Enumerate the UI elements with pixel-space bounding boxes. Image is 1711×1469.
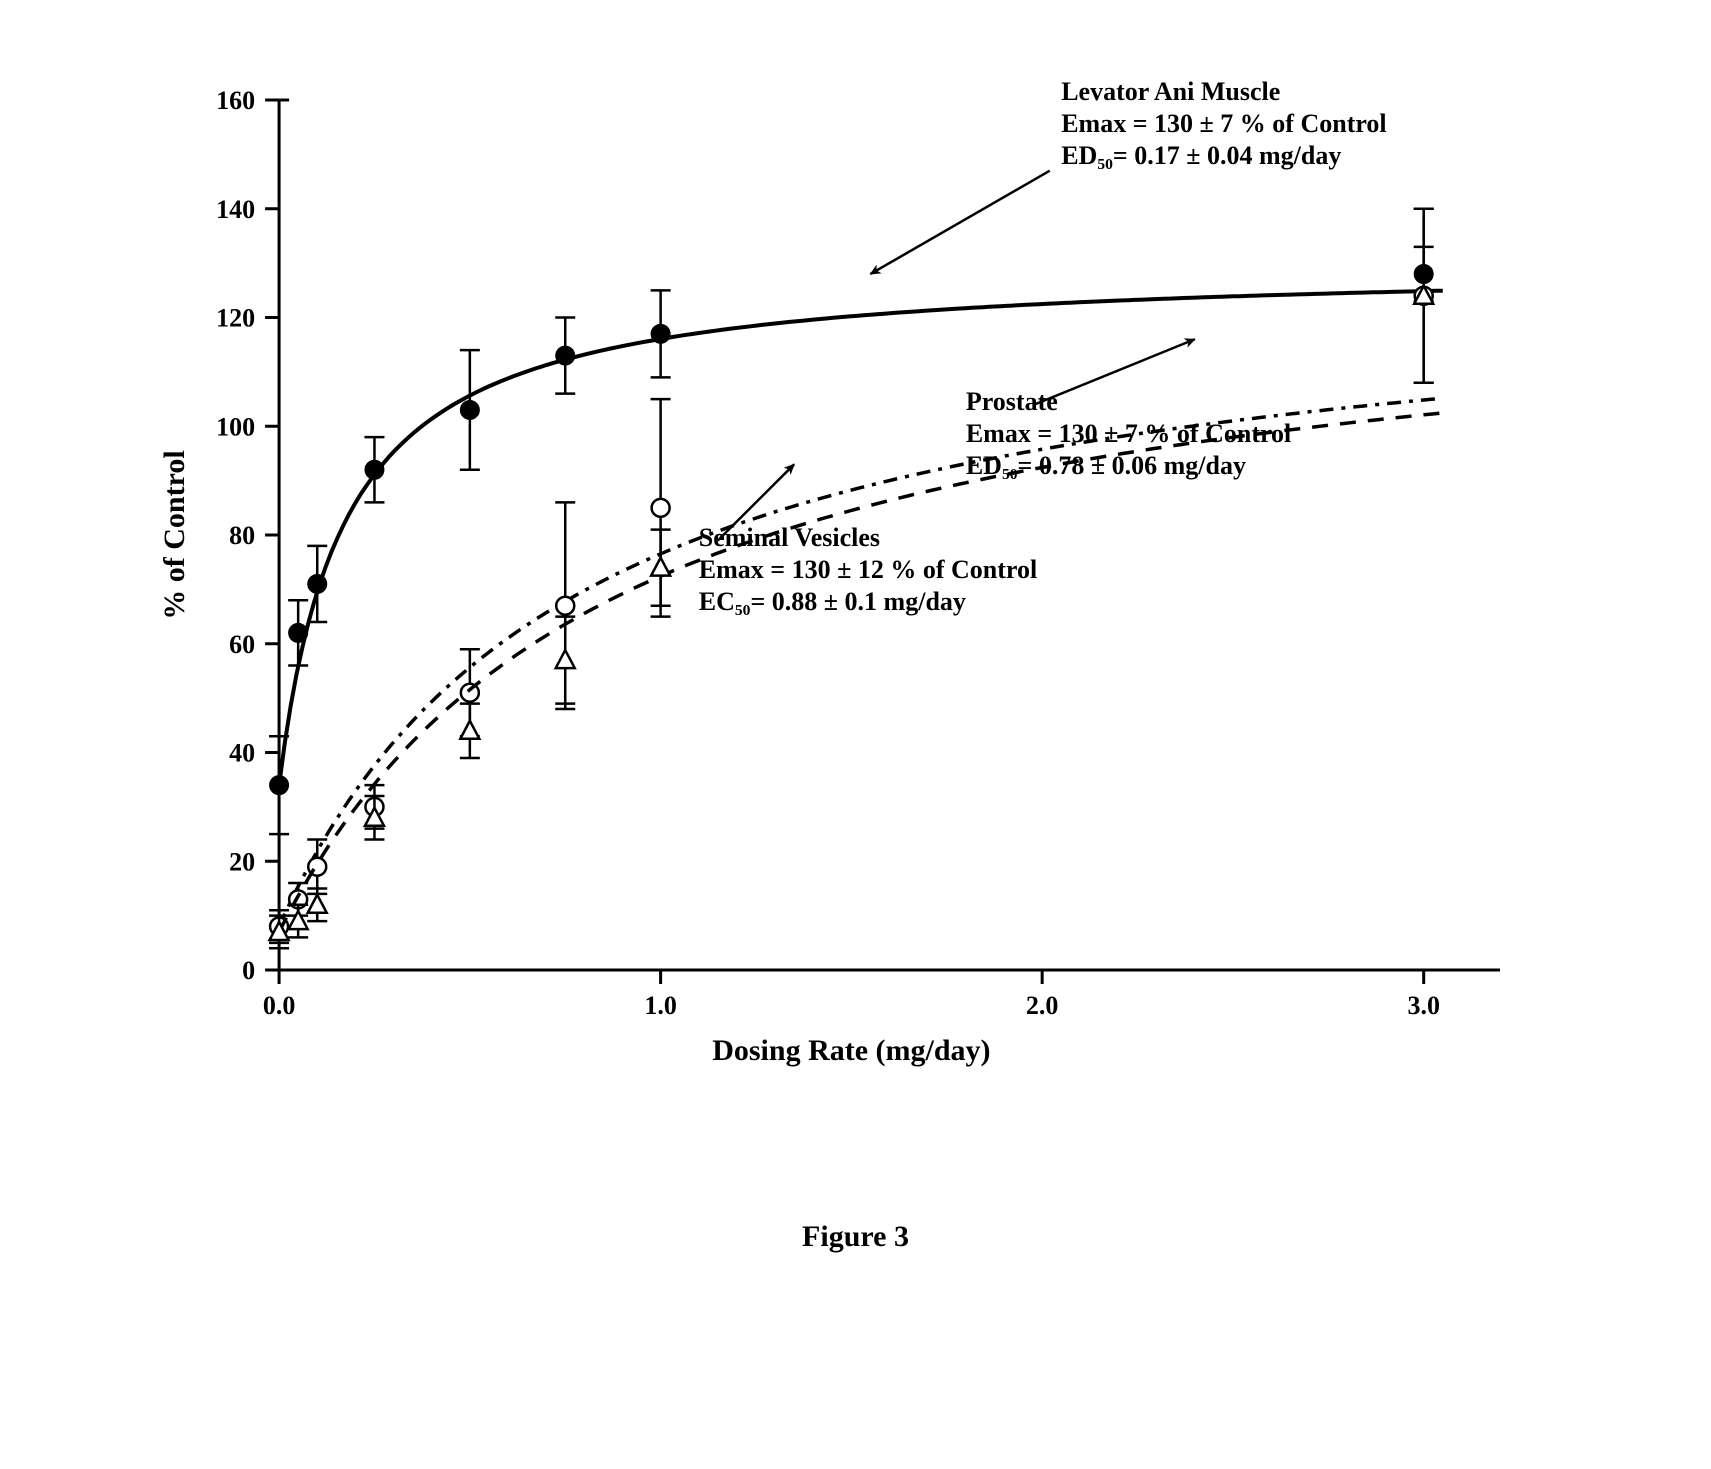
y-tick-label: 0 [242, 956, 255, 985]
series-annotation-prostate: Emax = 130 ± 7 % of Control [966, 419, 1291, 448]
series-curve-seminal [279, 413, 1443, 932]
y-tick-label: 80 [229, 521, 255, 550]
data-point [460, 721, 479, 739]
x-tick-label: 1.0 [644, 991, 677, 1020]
dose-response-chart: 0 20 40 60 80 100 120 140 160 0.0 1.0 2.0 3.0 Dosing … [80, 60, 1640, 1120]
annotation-arrow [1035, 339, 1195, 404]
figure-caption: Figure 3 [0, 1220, 1711, 1254]
y-axis-label: % of Control [158, 450, 191, 619]
x-tick-label: 0.0 [263, 991, 296, 1020]
data-point [289, 624, 307, 642]
y-tick-label: 20 [229, 847, 255, 876]
series-annotation-levator: ED₅₀= 0.17 ± 0.04 mg/day [1061, 141, 1341, 170]
series-annotation-levator: Emax = 130 ± 7 % of Control [1061, 109, 1386, 138]
series-annotation-seminal: Emax = 130 ± 12 % of Control [699, 555, 1037, 584]
series-curve-prostate [279, 398, 1443, 926]
chart-container: 0 20 40 60 80 100 120 140 160 0.0 1.0 2.0 3.0 Dosing … [80, 60, 1640, 1125]
annotation-arrow [870, 171, 1049, 274]
data-point [270, 776, 288, 794]
x-tick-label: 2.0 [1026, 991, 1059, 1020]
series-annotation-prostate: Prostate [966, 387, 1058, 416]
y-tick-label: 160 [216, 86, 255, 115]
data-point [556, 650, 575, 668]
series-annotation-seminal: Seminal Vesicles [699, 523, 880, 552]
data-point [461, 401, 479, 419]
x-axis-label: Dosing Rate (mg/day) [712, 1034, 990, 1067]
data-point [556, 597, 574, 615]
y-tick-label: 140 [216, 195, 255, 224]
data-point [556, 347, 574, 365]
data-point [652, 325, 670, 343]
data-point [308, 575, 326, 593]
series-annotation-levator: Levator Ani Muscle [1061, 77, 1280, 106]
data-point [652, 499, 670, 517]
page: 0 20 40 60 80 100 120 140 160 0.0 1.0 2.0 3.0 Dosing … [0, 0, 1711, 1469]
y-tick-label: 100 [216, 412, 255, 441]
data-point [365, 461, 383, 479]
y-tick-label: 60 [229, 630, 255, 659]
y-tick-label: 40 [229, 739, 255, 768]
y-tick-label: 120 [216, 304, 255, 333]
x-tick-label: 3.0 [1407, 991, 1440, 1020]
data-point [289, 911, 308, 929]
data-point [308, 895, 327, 913]
series-annotation-seminal: EC₅₀= 0.88 ± 0.1 mg/day [699, 587, 966, 616]
data-point [651, 558, 670, 576]
